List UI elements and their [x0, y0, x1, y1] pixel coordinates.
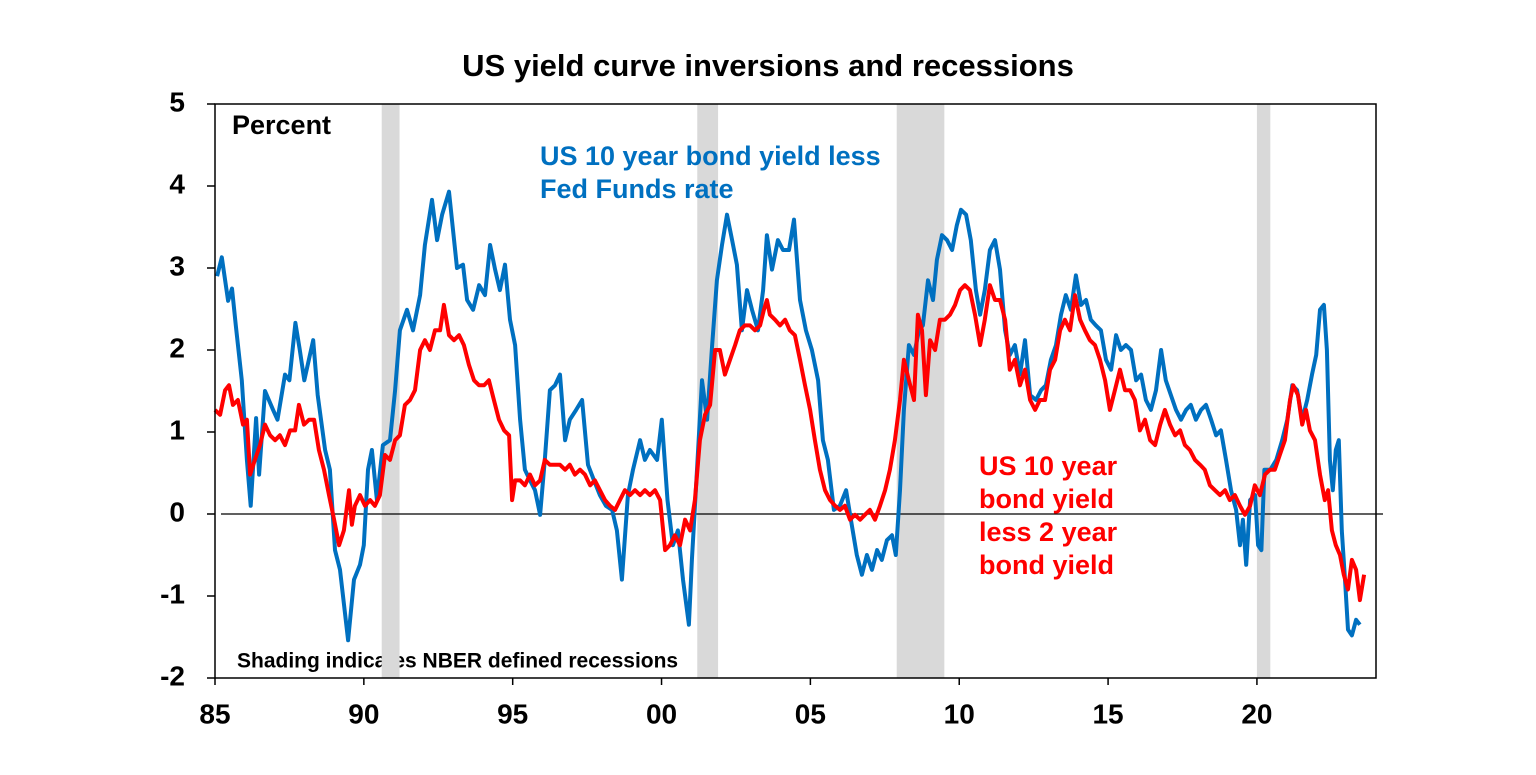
x-tick-label: 10 — [944, 698, 975, 729]
series-label: US 10 year bond yield less Fed Funds rat… — [540, 141, 881, 204]
series-label: US 10 year bond yield less 2 year bond y… — [979, 451, 1118, 580]
y-tick-label: 3 — [169, 250, 185, 281]
series-line — [215, 189, 1362, 643]
recession-shading — [1256, 104, 1271, 678]
x-tick-label: 05 — [795, 698, 826, 729]
y-axis-label: Percent — [232, 110, 331, 140]
recession-shading — [381, 104, 400, 678]
x-tick-label: 85 — [199, 698, 230, 729]
x-tick-label: 15 — [1092, 698, 1123, 729]
x-tick-label: 00 — [646, 698, 677, 729]
x-tick-label: 20 — [1241, 698, 1272, 729]
series-line — [213, 283, 1367, 603]
note: Shading indicates NBER defined recession… — [237, 650, 678, 673]
y-tick-label: 5 — [169, 86, 185, 117]
y-tick-label: 1 — [169, 414, 185, 445]
y-tick-label: -2 — [160, 660, 185, 691]
plot-area — [213, 104, 1383, 678]
y-tick-label: 2 — [169, 332, 185, 363]
chart-title: US yield curve inversions and recessions — [462, 48, 1074, 83]
x-tick-label: 95 — [497, 698, 528, 729]
y-tick-label: 4 — [169, 168, 185, 199]
plot-frame — [214, 103, 1377, 679]
y-tick-label: 0 — [169, 496, 185, 527]
y-tick-label: -1 — [160, 578, 185, 609]
x-tick-label: 90 — [348, 698, 379, 729]
